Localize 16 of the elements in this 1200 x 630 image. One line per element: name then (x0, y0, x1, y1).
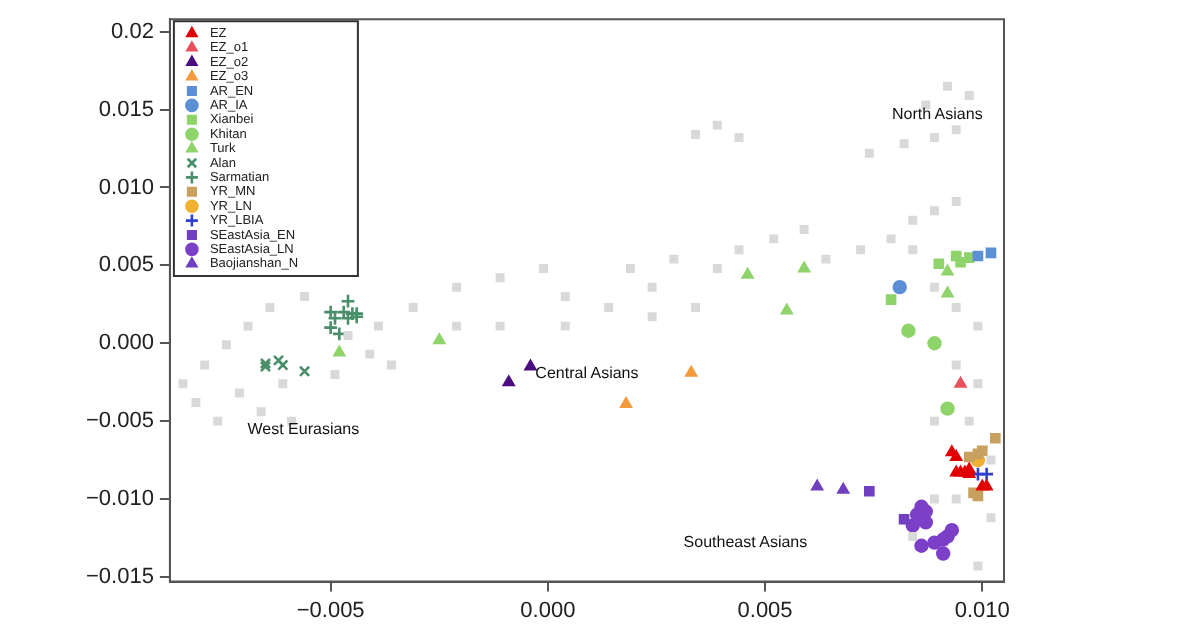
y-tick-label: 0.005 (98, 253, 154, 278)
annotation: Southeast Asians (683, 532, 808, 551)
y-tick-label: 0.010 (98, 175, 154, 200)
y-tick-label: 0.000 (98, 331, 154, 356)
annotation: North Asians (891, 105, 983, 124)
y-tick-label: −0.015 (86, 564, 154, 589)
x-tick-label: 0.000 (520, 598, 576, 623)
y-tick-label: −0.010 (86, 487, 154, 512)
x-tick-label: −0.005 (296, 598, 365, 623)
y-tick-label: −0.005 (86, 409, 154, 434)
y-tick-label: 0.015 (98, 97, 154, 122)
annotation: Central Asians (535, 363, 639, 382)
annotation: West Eurasians (247, 420, 360, 439)
y-tick-label: 0.02 (111, 19, 154, 44)
x-tick-label: 0.010 (954, 598, 1010, 623)
x-tick-label: 0.005 (737, 598, 793, 623)
